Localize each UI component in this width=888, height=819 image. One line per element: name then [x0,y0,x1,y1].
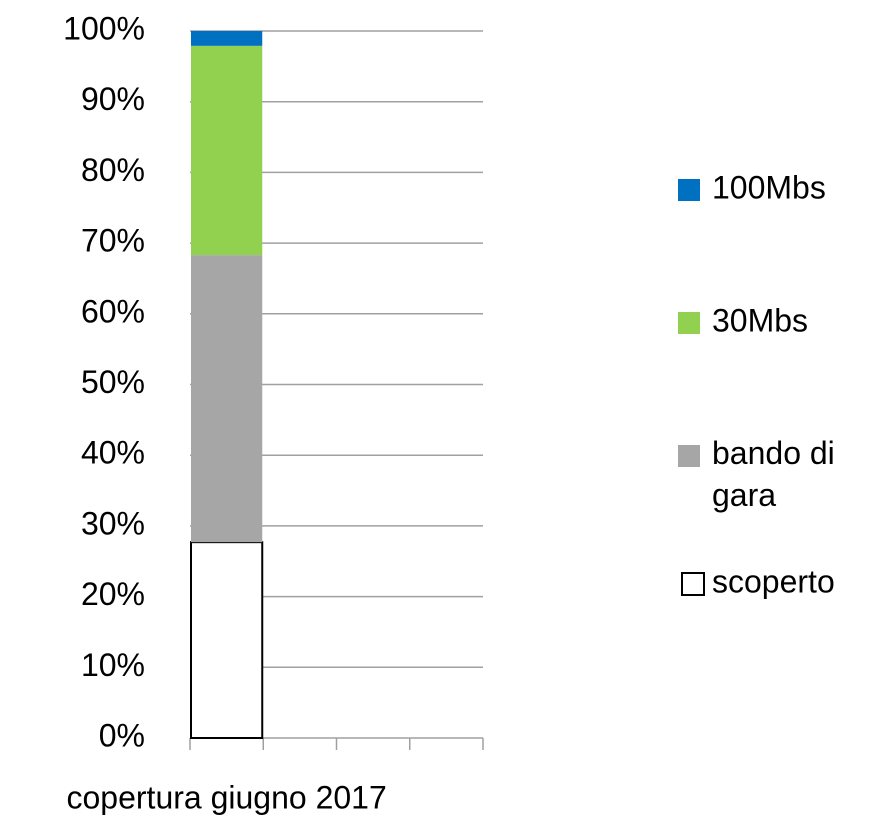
y-tick-label: 100% [63,10,145,46]
y-tick-label: 80% [81,152,145,188]
bar-segment [191,255,263,543]
legend-label: 100Mbs [712,169,826,205]
y-tick-label: 60% [81,293,145,329]
bar-segment [191,31,263,46]
y-tick-label: 10% [81,647,145,683]
y-tick-label: 50% [81,364,145,400]
bar-segment [190,541,264,740]
bar-segment [191,45,263,256]
y-tick-label: 90% [81,81,145,117]
legend-swatch [678,445,700,467]
legend-swatch [678,179,700,201]
legend-label: bando di gara [712,435,835,513]
legend-swatch [678,312,700,334]
legend-swatch [681,572,705,596]
y-tick-label: 30% [81,505,145,541]
legend-label: 30Mbs [712,302,808,338]
y-tick-label: 0% [99,717,145,753]
y-tick-label: 40% [81,435,145,471]
y-tick-label: 70% [81,223,145,259]
x-tick-label: copertura giugno 2017 [67,779,387,815]
legend-label: scoperto [712,563,835,599]
y-tick-label: 20% [81,576,145,612]
